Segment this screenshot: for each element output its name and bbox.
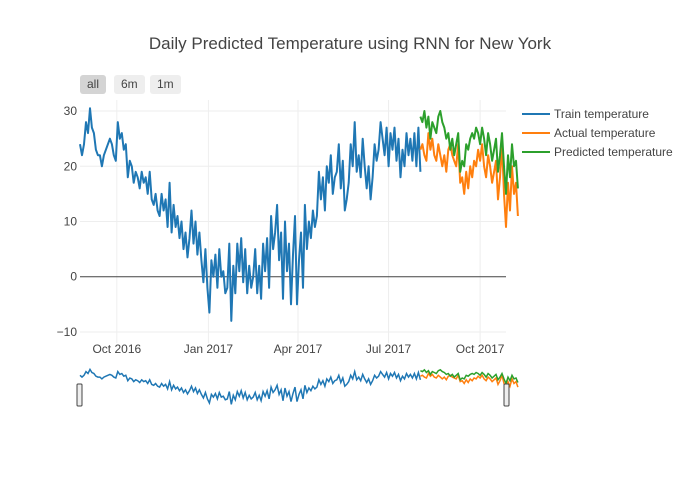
x-tick-label: Apr 2017 bbox=[274, 342, 323, 356]
range-button-all[interactable]: all bbox=[80, 75, 107, 94]
legend-label: Train temperature bbox=[554, 107, 649, 121]
x-tick-label: Jan 2017 bbox=[184, 342, 234, 356]
range-slider-series bbox=[79, 367, 422, 406]
x-tick-label: Oct 2017 bbox=[456, 342, 505, 356]
y-tick-label: 30 bbox=[64, 104, 78, 118]
legend-item[interactable]: Train temperature bbox=[522, 107, 649, 121]
legend-label: Predicted temperature bbox=[554, 145, 673, 159]
legend-item[interactable]: Actual temperature bbox=[522, 126, 656, 140]
x-tick-label: Jul 2017 bbox=[366, 342, 412, 356]
range-slider-handle-left[interactable] bbox=[76, 383, 83, 407]
series-line-predicted-temperature bbox=[419, 110, 519, 195]
y-tick-label: −10 bbox=[57, 325, 78, 339]
x-tick-label: Oct 2016 bbox=[92, 342, 141, 356]
range-button-1m[interactable]: 1m bbox=[150, 75, 181, 94]
legend-item[interactable]: Predicted temperature bbox=[522, 145, 673, 159]
range-slider[interactable] bbox=[76, 367, 519, 408]
range-slider-bg bbox=[80, 368, 506, 408]
y-tick-label: 20 bbox=[64, 159, 78, 173]
legend-label: Actual temperature bbox=[554, 126, 656, 140]
plot-layer bbox=[79, 107, 519, 322]
y-tick-label: 10 bbox=[64, 215, 78, 229]
y-tick-label: 0 bbox=[70, 270, 77, 284]
axes-layer: Oct 2016 Jan 2017 Apr 2017 Jul 2017 Oct 2017… bbox=[57, 104, 505, 356]
series-line-train-temperature bbox=[79, 107, 422, 322]
grid-layer bbox=[80, 100, 506, 343]
series-line-actual-temperature bbox=[419, 132, 519, 228]
range-slider-series bbox=[420, 368, 519, 386]
legend[interactable]: Train temperature Actual temperature Predi… bbox=[522, 107, 673, 159]
range-slider-series bbox=[420, 372, 519, 392]
chart-title: Daily Predicted Temperature using RNN fo… bbox=[148, 34, 552, 53]
range-slider-handle-right[interactable] bbox=[503, 383, 510, 407]
range-button-6m[interactable]: 6m bbox=[114, 75, 145, 94]
